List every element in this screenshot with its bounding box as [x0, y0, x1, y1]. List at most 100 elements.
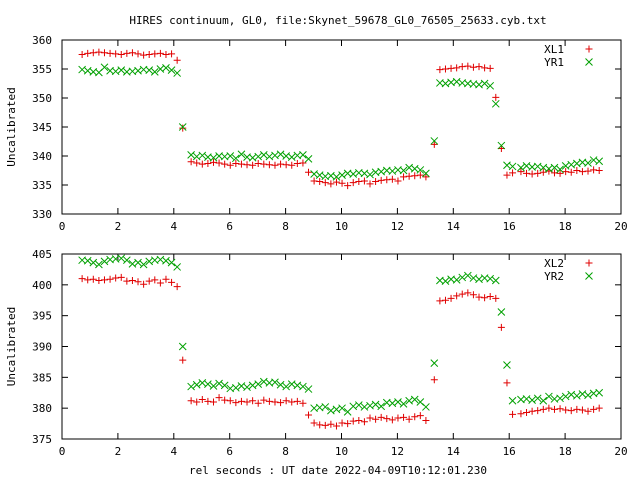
y-tick-label: 390: [32, 341, 52, 354]
x-tick-label: 10: [335, 220, 348, 233]
data-point: [595, 404, 603, 412]
data-point: [338, 171, 346, 179]
data-point: [590, 166, 598, 174]
data-point: [508, 162, 517, 171]
data-point: [83, 256, 92, 265]
data-point: [265, 161, 273, 169]
data-point: [458, 290, 466, 298]
data-point: [260, 160, 268, 168]
data-point: [173, 69, 182, 77]
data-point: [492, 93, 500, 101]
data-point: [260, 396, 268, 404]
data-point: [288, 398, 296, 406]
data-point: [243, 161, 251, 169]
data-point: [293, 160, 301, 168]
data-point: [220, 381, 229, 390]
data-point: [254, 160, 262, 168]
data-point: [344, 420, 352, 428]
data-point: [458, 63, 466, 71]
data-point: [388, 416, 396, 424]
data-point: [475, 293, 483, 301]
y-tick-label: 335: [32, 179, 52, 192]
data-point: [178, 123, 187, 131]
x-tick-label: 10: [335, 445, 348, 458]
data-point: [399, 166, 408, 175]
data-point: [486, 274, 495, 283]
data-point: [254, 152, 263, 161]
data-point: [237, 397, 245, 405]
chart-title: HIRES continuum, GL0, file:Skynet_59678_…: [129, 14, 546, 27]
data-point: [480, 79, 489, 88]
data-point: [405, 172, 413, 180]
data-point: [123, 49, 131, 57]
data-point: [310, 419, 318, 427]
data-point: [187, 150, 195, 159]
data-point: [106, 275, 114, 283]
data-point: [78, 51, 86, 58]
data-point: [106, 49, 114, 57]
x-tick-label: 12: [391, 220, 404, 233]
data-point: [595, 388, 604, 397]
data-point: [276, 380, 285, 389]
data-point: [377, 176, 385, 184]
data-point: [561, 392, 570, 401]
data-point: [486, 81, 495, 90]
data-point: [187, 382, 195, 391]
data-point: [162, 63, 170, 72]
data-point: [366, 170, 374, 179]
data-point: [545, 392, 553, 401]
y-tick-label: 405: [32, 248, 52, 261]
data-point: [193, 159, 201, 167]
x-tick-label: 12: [391, 445, 404, 458]
data-point: [556, 405, 564, 413]
data-point: [509, 169, 517, 177]
data-point: [140, 51, 148, 59]
data-point: [128, 49, 136, 57]
data-point: [204, 160, 212, 168]
data-point: [231, 154, 240, 163]
data-point: [271, 378, 279, 387]
x-tick-label: 0: [59, 445, 66, 458]
data-point: [400, 413, 408, 421]
data-point: [327, 180, 335, 188]
data-point: [503, 361, 511, 369]
y-tick-label: 330: [32, 208, 52, 221]
data-point: [321, 179, 329, 187]
data-point: [151, 276, 159, 284]
data-point: [556, 169, 564, 177]
data-point: [584, 167, 592, 175]
data-point: [117, 66, 126, 75]
data-point: [578, 406, 586, 414]
y-tick-label: 345: [32, 121, 52, 134]
data-point: [321, 403, 330, 411]
data-point: [134, 258, 142, 267]
y-axis-label: Uncalibrated: [5, 87, 18, 166]
x-tick-label: 8: [282, 445, 289, 458]
data-point: [277, 160, 285, 168]
data-point: [422, 403, 430, 411]
data-point: [162, 256, 170, 265]
data-point: [198, 151, 207, 160]
data-point: [360, 418, 368, 426]
data-point: [377, 413, 385, 421]
data-point: [338, 404, 346, 413]
data-point: [288, 161, 296, 169]
plot-frame: [61, 39, 622, 215]
data-point: [299, 399, 307, 407]
data-point: [430, 376, 438, 384]
data-point: [304, 155, 313, 163]
data-point: [366, 180, 374, 188]
data-point: [497, 323, 505, 331]
data-point: [394, 414, 402, 422]
data-point: [573, 167, 581, 174]
data-point: [523, 408, 531, 416]
data-point: [595, 167, 603, 174]
data-point: [411, 413, 419, 421]
data-point: [355, 417, 363, 424]
data-point: [327, 420, 335, 428]
data-point: [436, 297, 444, 305]
legend-label: XL1: [544, 43, 564, 56]
data-point: [168, 50, 176, 58]
data-point: [584, 407, 592, 415]
data-point: [100, 63, 109, 72]
